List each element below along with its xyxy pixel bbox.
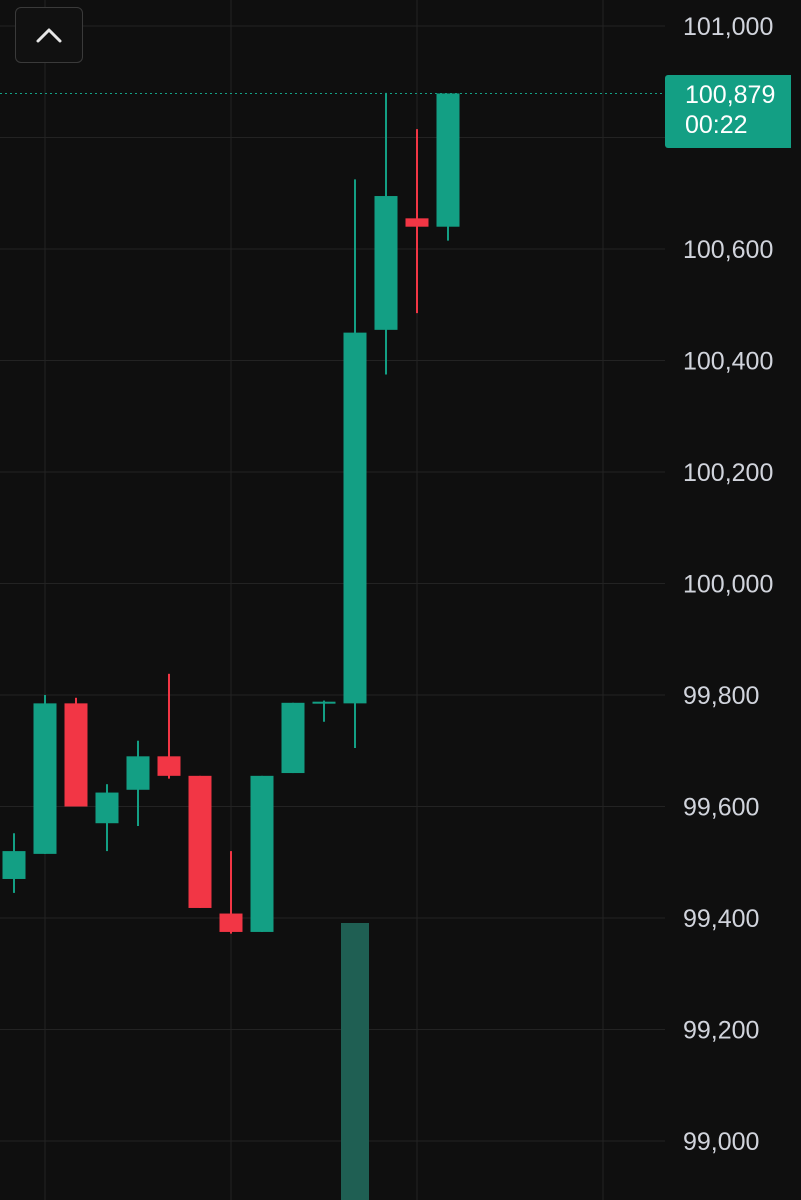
candle-layer xyxy=(2,92,460,934)
candle-body xyxy=(95,792,119,824)
candle-countdown: 00:22 xyxy=(685,111,748,139)
candle-body xyxy=(281,702,305,774)
volume-layer xyxy=(341,923,369,1200)
candle-up xyxy=(374,92,398,375)
price-tick-label: 99,600 xyxy=(683,794,759,822)
candle-down xyxy=(157,673,181,779)
price-tick-label: 99,000 xyxy=(683,1128,759,1156)
candle-up xyxy=(33,695,57,854)
candle-body xyxy=(64,703,88,807)
grid-layer xyxy=(0,0,665,1200)
candle-body xyxy=(157,756,181,776)
price-tick-label: 100,200 xyxy=(683,459,773,487)
price-tick-label: 100,600 xyxy=(683,236,773,264)
candle-body xyxy=(2,851,26,879)
volume-bar xyxy=(341,923,369,1200)
chevron-up-icon xyxy=(36,28,62,43)
candle-up xyxy=(281,702,305,774)
price-tick-label: 99,400 xyxy=(683,905,759,933)
candle-up xyxy=(2,833,26,893)
candle-up xyxy=(126,740,150,827)
candle-up xyxy=(343,179,367,748)
candle-down xyxy=(64,697,88,807)
candle-up xyxy=(95,784,119,852)
last-price-label: 100,879 00:22 xyxy=(665,75,791,148)
price-tick-label: 101,000 xyxy=(683,13,773,41)
price-axis: 99,000 99,200 99,400 99,600 99,800 100,000 100… xyxy=(683,13,773,1156)
price-tick-label: 99,200 xyxy=(683,1017,759,1045)
candle-body xyxy=(250,775,274,932)
candle-body xyxy=(33,703,57,854)
candle-up xyxy=(436,93,460,241)
candle-body xyxy=(219,913,243,932)
candle-up xyxy=(250,775,274,932)
candle-body xyxy=(126,756,150,790)
candle-body xyxy=(312,701,336,704)
price-tick-label: 99,800 xyxy=(683,682,759,710)
candle-body xyxy=(405,218,429,227)
candle-down xyxy=(188,775,212,908)
collapse-button[interactable] xyxy=(15,7,83,63)
candle-body xyxy=(343,332,367,704)
candle-up xyxy=(312,700,336,722)
candle-down xyxy=(219,851,243,934)
candle-down xyxy=(405,129,429,314)
price-tick-label: 100,400 xyxy=(683,348,773,376)
last-price-value: 100,879 xyxy=(685,81,776,109)
candle-body xyxy=(374,196,398,330)
candle-body xyxy=(436,93,460,227)
candle-body xyxy=(188,775,212,908)
price-tick-label: 100,000 xyxy=(683,571,773,599)
